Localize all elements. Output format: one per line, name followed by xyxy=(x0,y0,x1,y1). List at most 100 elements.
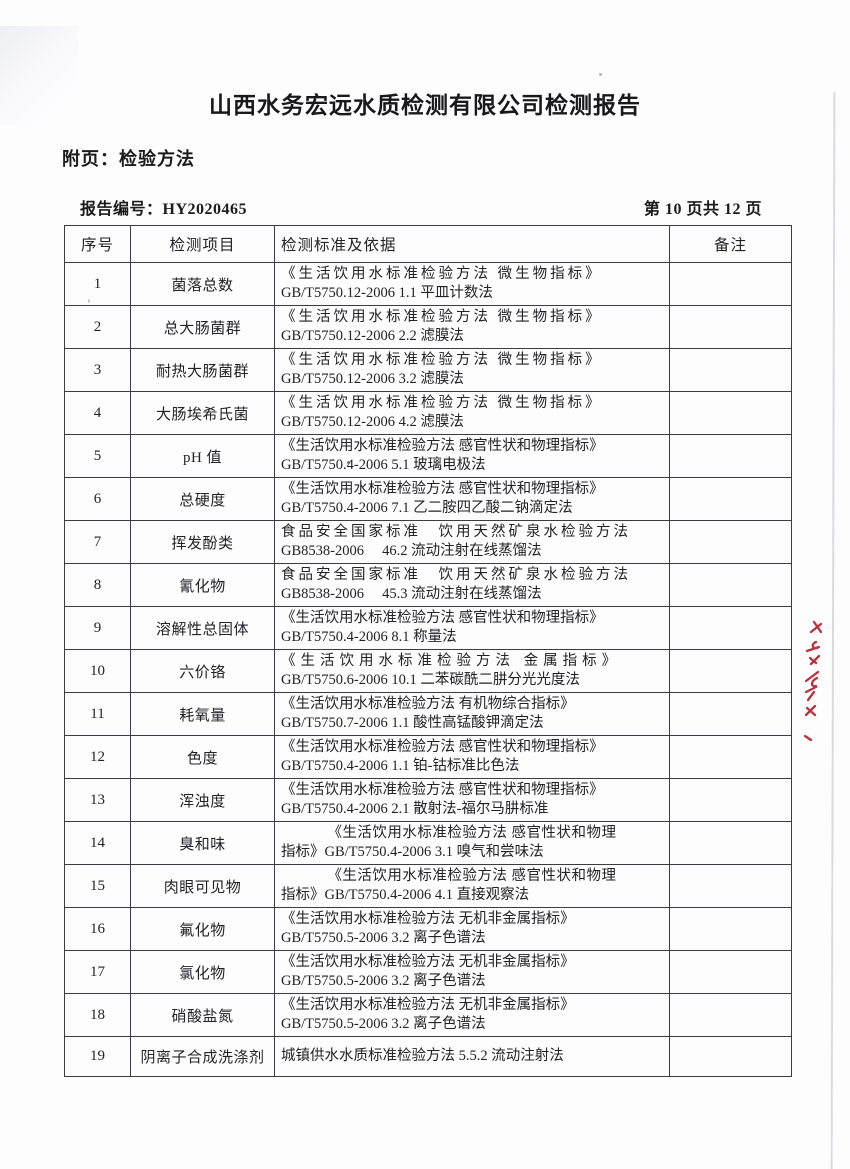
table-row: 16 氟化物 《生活饮用水标准检验方法 无机非金属指标》 GB/T5750.5-200… xyxy=(64,907,792,951)
standard-line: GB/T5750.4-2006 5.1 玻璃电极法 xyxy=(281,457,486,473)
table-row: 1 菌落总数 《生活饮用水标准检验方法 微生物指标》 GB/T5750.12-2006… xyxy=(64,262,792,306)
standard-line: GB/T5750.5-2006 3.2 离子色谱法 xyxy=(281,930,486,946)
test-item-cell: 溶解性总固体 xyxy=(130,606,275,650)
standard-cell: 《生活饮用水标准检验方法 有机物综合指标》 GB/T5750.7-2006 1.1… xyxy=(274,692,670,736)
standard-cell: 《生活饮用水标准检验方法 微生物指标》 GB/T5750.12-2006 2.2 … xyxy=(274,305,670,349)
row-number-cell: 2 xyxy=(64,305,131,349)
standard-line: 《生活饮用水标准检验方法 感官性状和物理指标》 xyxy=(281,609,604,626)
standard-cell: 《生活饮用水标准检验方法 感官性状和物理指标》 GB/T5750.4-2006 1… xyxy=(274,735,670,779)
remark-cell xyxy=(669,821,792,865)
row-number-cell: 11 xyxy=(64,692,131,736)
table-row: 18 硝酸盐氮 《生活饮用水标准检验方法 无机非金属指标》 GB/T5750.5-20… xyxy=(64,993,792,1037)
standard-line: 食品安全国家标准 饮用天然矿泉水检验方法 xyxy=(281,566,631,583)
standard-line: 指标》GB/T5750.4-2006 4.1 直接观察法 xyxy=(281,887,530,903)
table-row: 3 耐热大肠菌群 《生活饮用水标准检验方法 微生物指标》 GB/T5750.12-20… xyxy=(64,348,792,392)
standard-line: 《生活饮用水标准检验方法 感官性状和物理指标》 xyxy=(281,437,604,454)
standard-line: 《生活饮用水标准检验方法 微生物指标》 xyxy=(281,308,603,325)
table-row: 14 臭和味 《生活饮用水标准检验方法 感官性状和物理 指标》GB/T5750.4-2… xyxy=(64,821,792,865)
scan-smudge xyxy=(0,26,78,126)
row-number-cell: 3 xyxy=(64,348,131,392)
table-row: 7 挥发酚类 食品安全国家标准 饮用天然矿泉水检验方法 GB8538-2006 46.… xyxy=(64,520,792,564)
standard-line: GB/T5750.5-2006 3.2 离子色谱法 xyxy=(281,973,486,989)
standard-line: 《生活饮用水标准检验方法 微生物指标》 xyxy=(281,265,603,282)
table-row: 10 六价铬 《生活饮用水标准检验方法 金属指标》 GB/T5750.6-2006 1… xyxy=(64,649,792,693)
standard-cell: 食品安全国家标准 饮用天然矿泉水检验方法 GB8538-2006 46.2 流动注… xyxy=(274,520,670,564)
test-item-cell: 色度 xyxy=(130,735,275,779)
row-number-cell: 12 xyxy=(64,735,131,779)
scan-speck xyxy=(347,461,350,464)
test-item-cell: 耐热大肠菌群 xyxy=(130,348,275,392)
standard-line: 《生活饮用水标准检验方法 感官性状和物理 xyxy=(327,867,617,884)
table-body: 1 菌落总数 《生活饮用水标准检验方法 微生物指标》 GB/T5750.12-2006… xyxy=(64,262,792,1077)
remark-cell xyxy=(669,563,792,607)
remark-cell xyxy=(669,520,792,564)
standard-line: 《生活饮用水标准检验方法 有机物综合指标》 xyxy=(281,695,575,712)
standard-line: 《生活饮用水标准检验方法 感官性状和物理 xyxy=(327,824,617,841)
standard-line: 《生活饮用水标准检验方法 微生物指标》 xyxy=(281,351,603,368)
standard-line: 城镇供水水质标准检验方法 5.5.2 流动注射法 xyxy=(281,1047,564,1064)
standard-line: GB8538-2006 45.3 流动注射在线蒸馏法 xyxy=(281,586,542,602)
test-item-cell: 大肠埃希氏菌 xyxy=(130,391,275,435)
test-item-cell: 臭和味 xyxy=(130,821,275,865)
col-header-standard: 检测标准及依据 xyxy=(274,225,670,263)
table-row: 17 氯化物 《生活饮用水标准检验方法 无机非金属指标》 GB/T5750.5-200… xyxy=(64,950,792,994)
standard-cell: 《生活饮用水标准检验方法 感官性状和物理指标》GB/T5750.4-2006 3… xyxy=(274,821,670,865)
table-row: 6 总硬度 《生活饮用水标准检验方法 感官性状和物理指标》 GB/T5750.4-20… xyxy=(64,477,792,521)
page-indicator: 第 10 页共 12 页 xyxy=(643,201,762,218)
test-item-cell: 氯化物 xyxy=(130,950,275,994)
row-number-cell: 18 xyxy=(64,993,131,1037)
row-number-cell: 14 xyxy=(64,821,131,865)
standard-line: GB/T5750.4-2006 1.1 铂-钴标准比色法 xyxy=(281,758,520,774)
remark-cell xyxy=(669,391,792,435)
row-number-cell: 1 xyxy=(64,262,131,306)
standard-line: GB/T5750.4-2006 2.1 散射法-福尔马肼标准 xyxy=(281,801,549,817)
standard-line: GB/T5750.12-2006 1.1 平皿计数法 xyxy=(281,285,493,301)
table-row: 2 总大肠菌群 《生活饮用水标准检验方法 微生物指标》 GB/T5750.12-200… xyxy=(64,305,792,349)
remark-cell xyxy=(669,649,792,693)
row-number-cell: 4 xyxy=(64,391,131,435)
standard-line: 《生活饮用水标准检验方法 感官性状和物理指标》 xyxy=(281,781,604,798)
col-header-item: 检测项目 xyxy=(130,225,275,263)
standard-line: 《生活饮用水标准检验方法 无机非金属指标》 xyxy=(281,953,575,970)
test-item-cell: 浑浊度 xyxy=(130,778,275,822)
remark-cell xyxy=(669,348,792,392)
table-row: 8 氰化物 食品安全国家标准 饮用天然矿泉水检验方法 GB8538-2006 45.3… xyxy=(64,563,792,607)
remark-cell xyxy=(669,434,792,478)
row-number-cell: 19 xyxy=(64,1036,131,1077)
standard-line: 指标》GB/T5750.4-2006 3.1 嗅气和尝味法 xyxy=(281,844,544,860)
row-number-cell: 13 xyxy=(64,778,131,822)
test-item-cell: 总大肠菌群 xyxy=(130,305,275,349)
table-header: 序号 检测项目 检测标准及依据 备注 xyxy=(64,225,792,263)
test-item-cell: 菌落总数 xyxy=(130,262,275,306)
table-row: 13 浑浊度 《生活饮用水标准检验方法 感官性状和物理指标》 GB/T5750.4-2… xyxy=(64,778,792,822)
standard-line: GB/T5750.6-2006 10.1 二苯碳酰二肼分光光度法 xyxy=(281,672,580,688)
standard-cell: 《生活饮用水标准检验方法 感官性状和物理指标》 GB/T5750.4-2006 5… xyxy=(274,434,670,478)
test-item-cell: 氟化物 xyxy=(130,907,275,951)
remark-cell xyxy=(669,778,792,822)
standard-line: GB/T5750.7-2006 1.1 酸性高锰酸钾滴定法 xyxy=(281,715,544,731)
standard-cell: 《生活饮用水标准检验方法 微生物指标》 GB/T5750.12-2006 1.1 … xyxy=(274,262,670,306)
test-item-cell: pH 值 xyxy=(130,434,275,478)
standard-cell: 《生活饮用水标准检验方法 微生物指标》 GB/T5750.12-2006 3.2 … xyxy=(274,348,670,392)
standard-line: 食品安全国家标准 饮用天然矿泉水检验方法 xyxy=(281,523,631,540)
standard-cell: 《生活饮用水标准检验方法 金属指标》 GB/T5750.6-2006 10.1 二… xyxy=(274,649,670,693)
row-number-cell: 7 xyxy=(64,520,131,564)
remark-cell xyxy=(669,606,792,650)
col-header-no: 序号 xyxy=(64,225,131,263)
standard-line: 《生活饮用水标准检验方法 感官性状和物理指标》 xyxy=(281,480,604,497)
standard-line: GB8538-2006 46.2 流动注射在线蒸馏法 xyxy=(281,543,542,559)
col-header-remark: 备注 xyxy=(669,225,792,263)
standard-line: 《生活饮用水标准检验方法 感官性状和物理指标》 xyxy=(281,738,604,755)
remark-cell xyxy=(669,864,792,908)
standard-line: GB/T5750.12-2006 3.2 滤膜法 xyxy=(281,371,464,387)
standard-line: GB/T5750.12-2006 4.2 滤膜法 xyxy=(281,414,464,430)
remark-cell xyxy=(669,1036,792,1077)
remark-cell xyxy=(669,735,792,779)
standard-line: GB/T5750.5-2006 3.2 离子色谱法 xyxy=(281,1016,486,1032)
table-row: 4 大肠埃希氏菌 《生活饮用水标准检验方法 微生物指标》 GB/T5750.12-20… xyxy=(64,391,792,435)
red-handwriting-mark xyxy=(803,620,823,742)
remark-cell xyxy=(669,477,792,521)
test-item-cell: 肉眼可见物 xyxy=(130,864,275,908)
test-item-cell: 耗氧量 xyxy=(130,692,275,736)
test-item-cell: 六价铬 xyxy=(130,649,275,693)
